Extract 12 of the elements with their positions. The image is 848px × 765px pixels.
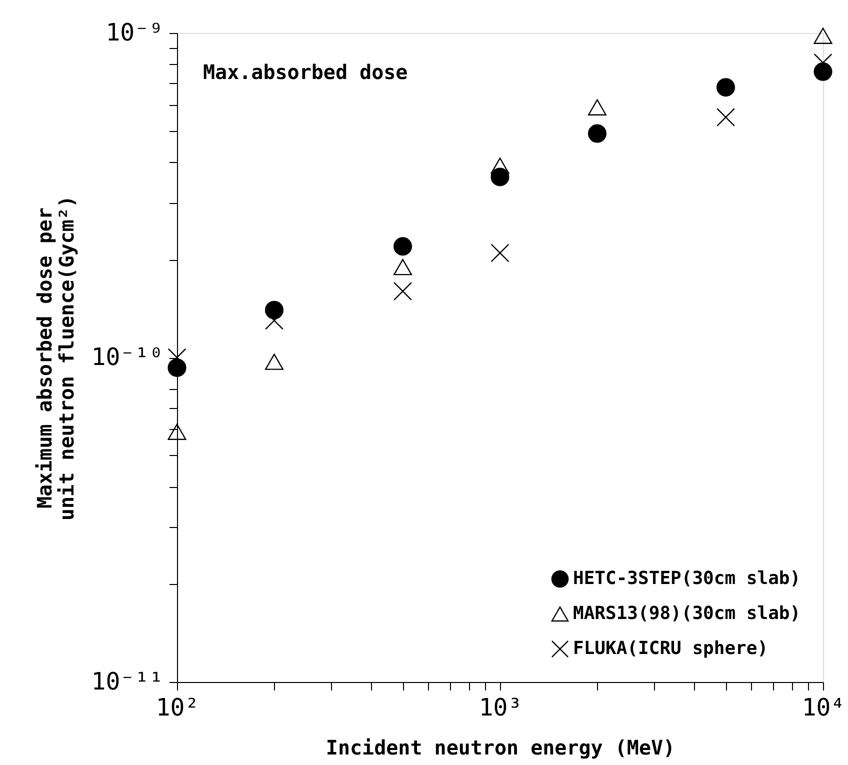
x-tick-label: 10³ [478, 694, 522, 722]
x-axis-title: Incident neutron energy (MeV) [326, 736, 676, 760]
x-tick-label: 10⁴ [802, 694, 846, 722]
annotation: Max.absorbed dose [203, 60, 408, 84]
legend-label: MARS13(98)(30cm slab) [573, 603, 801, 624]
y-tick-label: 10⁻¹⁰ [91, 343, 164, 371]
x-tick-label: 10² [156, 694, 200, 722]
legend-label: FLUKA(ICRU sphere) [573, 638, 768, 659]
y-axis-title: Maximum absorbed dose per unit neutron fluence(Gycm²) [32, 195, 78, 521]
legend-label: HETC-3STEP(30cm slab) [573, 568, 801, 589]
y-tick-label: 10⁻⁹ [106, 18, 164, 46]
y-tick-label: 10⁻¹¹ [91, 668, 164, 696]
